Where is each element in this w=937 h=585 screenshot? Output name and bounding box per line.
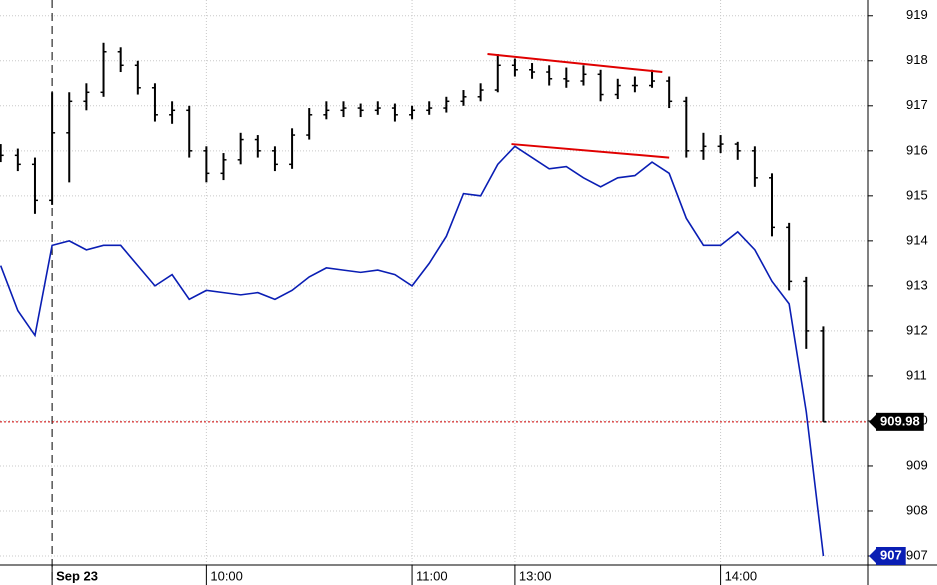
ohlc-bar: [494, 54, 501, 93]
last-price-label-box: [876, 412, 924, 431]
ohlc-bar: [220, 153, 227, 181]
ohlc-bar: [614, 78, 621, 100]
x-tick-label: 14:00: [725, 568, 758, 583]
ohlc-bar: [546, 65, 553, 86]
ohlc-bar: [426, 101, 433, 115]
last-line-label-box: [876, 546, 906, 565]
y-tick-label: 911: [906, 367, 927, 382]
ohlc-bar: [323, 101, 330, 120]
y-tick-label: 913: [906, 277, 928, 292]
x-tick-label: 11:00: [416, 568, 448, 583]
ohlc-bar: [100, 42, 107, 97]
ohlc-bar: [134, 60, 141, 95]
ohlc-bar: [477, 83, 484, 102]
ohlc-bar: [254, 135, 261, 158]
last-price-label: 909.98: [880, 413, 920, 428]
ohlc-bar: [803, 276, 810, 349]
ohlc-bar: [734, 141, 741, 160]
ohlc-bar: [563, 67, 570, 88]
ohlc-bar: [169, 101, 176, 124]
ohlc-bar: [511, 58, 518, 77]
x-tick-label: 13:00: [519, 568, 552, 583]
y-tick-label: 908: [906, 502, 928, 517]
ohlc-bar: [597, 69, 604, 102]
y-tick-label: 917: [906, 97, 928, 112]
ohlc-bar: [151, 83, 158, 122]
y-tick-label: 919: [906, 7, 928, 22]
ohlc-bar: [820, 326, 827, 423]
ohlc-bar: [357, 103, 364, 118]
y-tick-label: 914: [906, 232, 928, 247]
trend-line: [487, 53, 663, 74]
ohlc-bar: [391, 103, 398, 122]
ohlc-bar: [83, 83, 90, 111]
x-tick-label: 10:00: [210, 568, 243, 583]
ohlc-bar: [580, 65, 587, 86]
last-line-label: 907: [880, 547, 902, 562]
ohlc-bar: [786, 222, 793, 291]
ohlc-bar: [31, 157, 38, 214]
ohlc-bar: [666, 76, 673, 109]
x-tick-label: Sep 23: [56, 568, 98, 583]
ohlc-bar: [700, 132, 707, 160]
y-tick-label: 918: [906, 52, 928, 67]
ohlc-bar: [0, 144, 4, 163]
ohlc-bar: [631, 76, 638, 93]
ohlc-bar: [769, 173, 776, 237]
ohlc-bar: [443, 96, 450, 113]
y-tick-label: 909: [906, 457, 928, 472]
ohlc-bar: [237, 132, 244, 165]
ohlc-bar: [66, 92, 73, 183]
ohlc-bar: [717, 135, 724, 154]
ohlc-bar: [460, 90, 467, 106]
trend-line: [511, 143, 670, 159]
ohlc-bar: [529, 63, 536, 79]
ohlc-bar: [117, 47, 124, 73]
ohlc-bar: [409, 105, 416, 120]
ohlc-bar: [649, 69, 656, 88]
ohlc-bar: [289, 128, 296, 169]
y-tick-label: 907: [906, 547, 928, 562]
y-tick-label: 912: [906, 322, 928, 337]
ohlc-bar: [271, 146, 278, 172]
last-line-label-pointer: [869, 548, 876, 563]
ohlc-bar: [203, 146, 210, 183]
y-tick-label: 915: [906, 187, 928, 202]
ohlc-bar: [340, 101, 347, 118]
line-series: [0, 145, 825, 557]
ohlc-bar: [306, 108, 313, 140]
ohlc-bar: [14, 148, 21, 172]
y-tick-label: 916: [906, 142, 928, 157]
ohlc-bar: [186, 105, 193, 158]
ohlc-bar: [683, 96, 690, 158]
ohlc-bar: [49, 92, 56, 205]
ohlc-bar: [374, 101, 381, 115]
last-price-label-pointer: [869, 414, 876, 429]
ohlc-bar: [751, 146, 758, 187]
